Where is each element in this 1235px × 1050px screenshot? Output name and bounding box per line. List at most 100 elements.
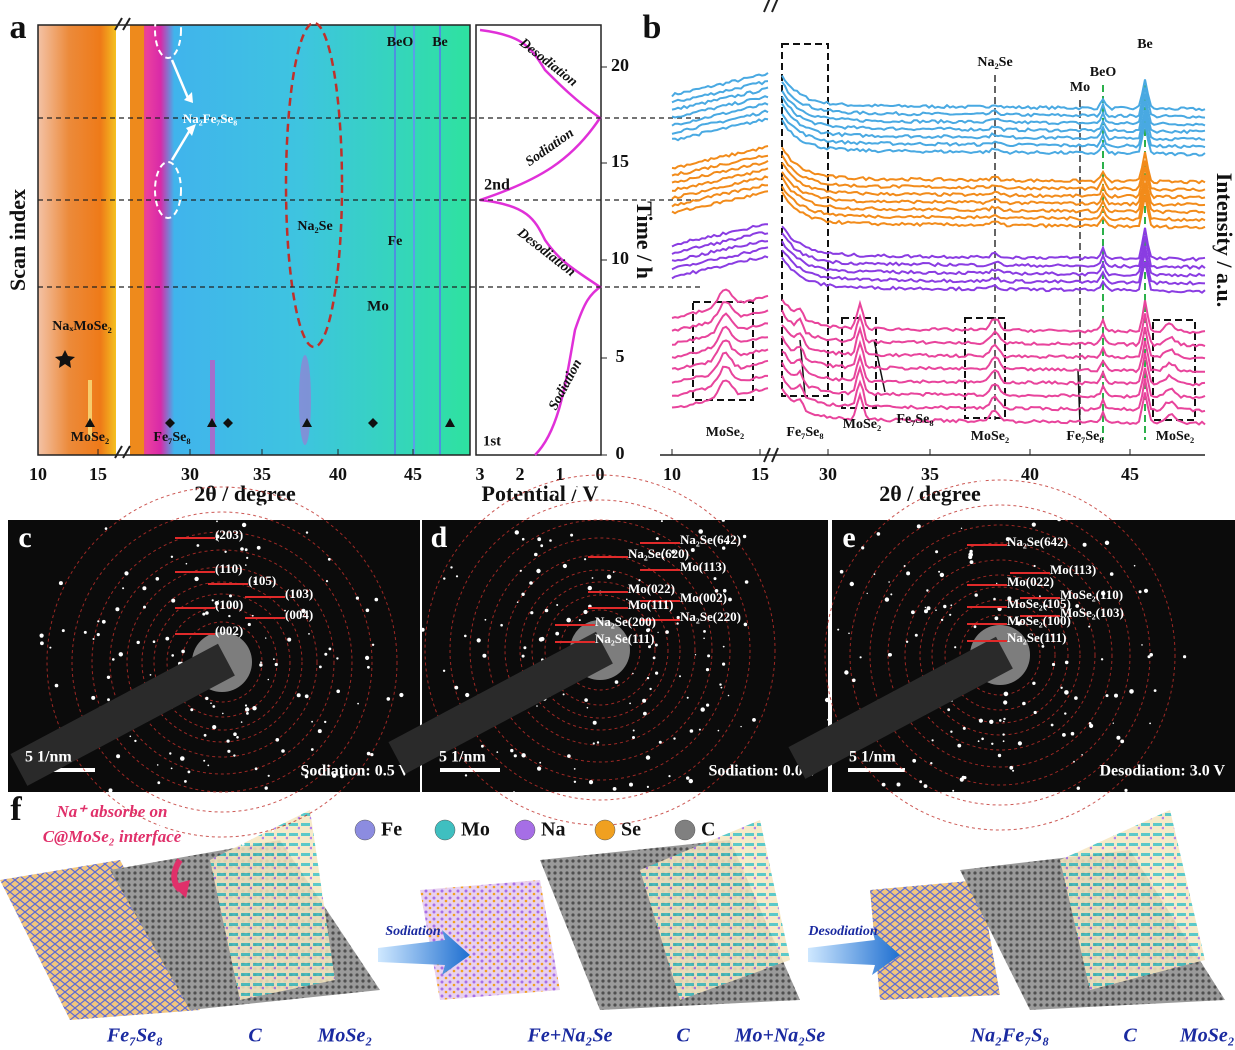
spot bbox=[743, 535, 746, 538]
spot bbox=[999, 719, 1002, 722]
spot bbox=[443, 577, 445, 579]
spot bbox=[210, 843, 214, 847]
spot bbox=[328, 558, 331, 561]
spot bbox=[926, 589, 928, 591]
spot bbox=[171, 768, 173, 770]
spot bbox=[865, 768, 867, 770]
spot bbox=[947, 708, 950, 711]
ring-label: Mo(111) bbox=[628, 597, 674, 612]
spot bbox=[1120, 740, 1124, 744]
spot bbox=[245, 704, 247, 706]
spot bbox=[1042, 645, 1045, 648]
spot bbox=[1034, 711, 1037, 714]
spot bbox=[1071, 732, 1075, 736]
spot bbox=[151, 506, 154, 509]
panel-label: b bbox=[643, 9, 662, 46]
spot bbox=[156, 577, 160, 581]
spot bbox=[97, 620, 99, 622]
spot bbox=[465, 693, 469, 697]
spot bbox=[186, 563, 188, 565]
spot bbox=[242, 843, 245, 846]
tick-label: 35 bbox=[921, 464, 939, 484]
spot bbox=[119, 652, 123, 656]
structure-label: C bbox=[1123, 1025, 1137, 1047]
spot bbox=[996, 583, 997, 584]
spot bbox=[713, 511, 716, 514]
spot bbox=[227, 740, 230, 743]
spot bbox=[945, 481, 949, 485]
spot bbox=[915, 634, 918, 637]
spot bbox=[993, 598, 996, 601]
spot bbox=[1113, 723, 1114, 724]
spot bbox=[259, 663, 262, 666]
spot bbox=[665, 630, 669, 634]
annotation: Be bbox=[1137, 37, 1153, 52]
spot bbox=[998, 754, 1001, 757]
spot bbox=[646, 755, 650, 759]
spot bbox=[613, 571, 615, 573]
spot bbox=[1064, 690, 1069, 695]
legend-swatch bbox=[595, 820, 615, 840]
spot bbox=[1154, 689, 1157, 692]
annotation: BeO bbox=[387, 35, 414, 50]
spot bbox=[714, 577, 717, 580]
spot bbox=[1050, 490, 1052, 492]
xrd-curve bbox=[672, 224, 1205, 260]
spot bbox=[1032, 523, 1036, 527]
spot bbox=[935, 550, 938, 553]
spot bbox=[262, 504, 265, 507]
spot bbox=[219, 513, 221, 515]
spot bbox=[585, 504, 589, 508]
spot bbox=[740, 726, 741, 727]
annotation: BeO bbox=[1090, 65, 1117, 80]
spot bbox=[1006, 513, 1010, 517]
spot bbox=[143, 606, 146, 609]
spot bbox=[951, 501, 955, 505]
spot bbox=[699, 729, 701, 731]
spot bbox=[216, 521, 218, 523]
ring-label: (103) bbox=[285, 586, 313, 601]
spot bbox=[643, 712, 647, 716]
arrow-label: Sodiation bbox=[385, 924, 440, 939]
spot bbox=[924, 784, 928, 788]
spot bbox=[248, 623, 251, 626]
spot bbox=[555, 632, 559, 636]
spot bbox=[921, 488, 925, 492]
spot bbox=[319, 666, 322, 669]
spot bbox=[1088, 626, 1090, 628]
spot bbox=[297, 693, 301, 697]
spot bbox=[399, 693, 403, 697]
tick-label: 0 bbox=[596, 464, 605, 484]
spot bbox=[991, 743, 993, 745]
ring-label: Mo(113) bbox=[680, 559, 726, 574]
spot bbox=[1083, 543, 1087, 547]
spot bbox=[1003, 721, 1005, 723]
spot bbox=[1057, 518, 1061, 522]
spot bbox=[1074, 696, 1078, 700]
spot bbox=[357, 703, 359, 705]
spot bbox=[240, 547, 244, 551]
spot bbox=[549, 539, 552, 542]
spot bbox=[979, 719, 983, 723]
spot bbox=[691, 548, 695, 552]
axis-label: Scan index bbox=[5, 189, 30, 291]
spot bbox=[561, 516, 564, 519]
spot bbox=[55, 684, 59, 688]
spot bbox=[877, 532, 881, 536]
spot bbox=[464, 635, 467, 638]
spot bbox=[177, 816, 179, 818]
spot bbox=[1105, 541, 1109, 545]
spot bbox=[268, 510, 269, 511]
spot bbox=[205, 697, 208, 700]
spot bbox=[456, 575, 458, 577]
spot bbox=[1023, 499, 1026, 502]
tick-label: 2 bbox=[516, 464, 525, 484]
spot bbox=[629, 783, 633, 787]
legend-swatch bbox=[435, 820, 455, 840]
spot bbox=[246, 557, 248, 559]
spot bbox=[521, 753, 525, 757]
spot bbox=[570, 534, 573, 537]
tick-label: 15 bbox=[89, 464, 107, 484]
spot bbox=[187, 830, 189, 832]
tick-label: 15 bbox=[751, 464, 769, 484]
